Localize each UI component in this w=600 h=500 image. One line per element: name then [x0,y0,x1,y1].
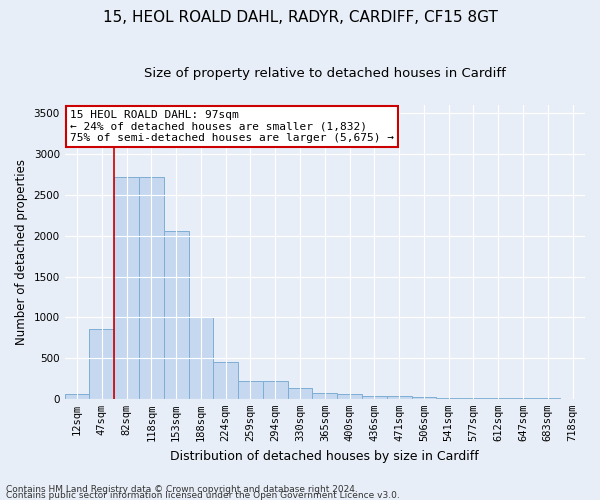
Bar [412,397,436,399]
Bar [436,398,461,399]
Text: Contains public sector information licensed under the Open Government Licence v3: Contains public sector information licen… [6,490,400,500]
Title: Size of property relative to detached houses in Cardiff: Size of property relative to detached ho… [144,68,506,80]
Bar [114,177,139,399]
Bar [287,388,313,399]
Bar [263,382,287,399]
Bar [188,317,214,399]
Bar [139,177,164,399]
Text: Contains HM Land Registry data © Crown copyright and database right 2024.: Contains HM Land Registry data © Crown c… [6,485,358,494]
Bar [164,231,188,399]
Bar [387,396,412,399]
Bar [461,398,486,399]
Y-axis label: Number of detached properties: Number of detached properties [15,159,28,345]
Bar [65,394,89,399]
Bar [214,362,238,399]
X-axis label: Distribution of detached houses by size in Cardiff: Distribution of detached houses by size … [170,450,479,462]
Bar [313,393,337,399]
Bar [238,382,263,399]
Bar [89,329,114,399]
Text: 15, HEOL ROALD DAHL, RADYR, CARDIFF, CF15 8GT: 15, HEOL ROALD DAHL, RADYR, CARDIFF, CF1… [103,10,497,25]
Bar [362,396,387,399]
Text: 15 HEOL ROALD DAHL: 97sqm
← 24% of detached houses are smaller (1,832)
75% of se: 15 HEOL ROALD DAHL: 97sqm ← 24% of detac… [70,110,394,143]
Bar [337,394,362,399]
